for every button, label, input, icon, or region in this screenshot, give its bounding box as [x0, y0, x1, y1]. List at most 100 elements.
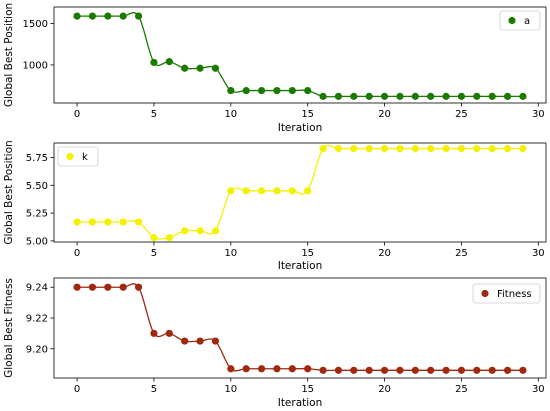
- x-tick-label: 10: [224, 248, 237, 259]
- data-point: [73, 218, 81, 226]
- x-tick-label: 25: [455, 109, 468, 120]
- x-tick-label: 25: [455, 248, 468, 259]
- data-point: [196, 337, 204, 345]
- legend-box: [57, 146, 99, 167]
- x-tick-label: 30: [532, 109, 545, 120]
- data-point: [350, 366, 358, 374]
- x-tick-label: 30: [532, 248, 545, 259]
- y-tick-label: 5.00: [26, 236, 48, 247]
- x-tick-label: 20: [378, 248, 391, 259]
- data-point: [473, 144, 481, 153]
- y-tick-label: 9.20: [26, 344, 48, 355]
- series-line-k: [77, 144, 523, 240]
- data-point: [519, 92, 527, 100]
- x-tick-label: 0: [74, 248, 80, 259]
- data-point: [365, 92, 373, 100]
- data-point: [396, 366, 404, 374]
- x-tick-label: 5: [151, 109, 157, 120]
- data-point: [519, 144, 527, 153]
- chart-panel-1: 0 5 10 15 20 25 30 1000 1500 Iteration Global Best…: [3, 3, 547, 134]
- x-tick-label: 5: [151, 248, 157, 259]
- data-point: [88, 12, 97, 20]
- legend-marker: [66, 152, 74, 161]
- x-tick-label: 20: [378, 109, 391, 120]
- data-point: [288, 86, 296, 95]
- data-point: [165, 58, 173, 66]
- plot-frame: [53, 277, 547, 379]
- legend-marker: [508, 16, 516, 25]
- plot-frame: [53, 142, 547, 243]
- data-point: [380, 366, 389, 374]
- data-point: [211, 337, 220, 345]
- data-point: [196, 227, 204, 235]
- data-point: [88, 283, 97, 291]
- data-point: [411, 92, 419, 100]
- data-point: [488, 144, 496, 153]
- data-point: [457, 92, 466, 100]
- data-point: [503, 144, 512, 153]
- data-point: [288, 365, 296, 373]
- x-tick-label: 15: [301, 248, 314, 259]
- x-tick-label: 15: [301, 109, 314, 120]
- y-tick-label: 9.24: [26, 283, 48, 294]
- data-point: [473, 92, 481, 100]
- x-tick-label: 25: [455, 384, 468, 395]
- data-point: [488, 366, 496, 374]
- y-tick-label: 5.25: [26, 209, 48, 220]
- y-tick-label: 1000: [23, 60, 48, 71]
- data-point: [396, 144, 404, 153]
- data-point: [104, 218, 112, 226]
- data-point: [442, 366, 450, 374]
- data-point: [165, 233, 173, 242]
- data-point: [211, 227, 220, 235]
- data-point: [396, 92, 404, 100]
- y-tick-label: 5.75: [26, 153, 48, 164]
- data-point: [257, 86, 266, 95]
- data-point: [257, 187, 266, 195]
- data-point: [242, 365, 250, 373]
- data-point: [442, 144, 450, 153]
- legend-marker: [481, 289, 489, 298]
- data-point: [350, 144, 358, 153]
- x-tick-label: 15: [301, 384, 314, 395]
- data-point: [488, 92, 496, 100]
- data-point: [304, 187, 312, 195]
- data-point: [319, 92, 327, 100]
- data-point: [427, 92, 435, 100]
- y-axis-label: Global Best Fitness: [3, 278, 15, 378]
- plot-frame: [53, 6, 547, 104]
- data-point: [334, 144, 343, 153]
- legend-label: Fitness: [497, 289, 532, 300]
- data-point: [150, 329, 158, 337]
- legend-box: [472, 283, 541, 304]
- x-tick-label: 10: [224, 109, 237, 120]
- data-point: [134, 218, 143, 226]
- data-point: [73, 12, 81, 20]
- x-tick-label: 30: [532, 384, 545, 395]
- data-point: [457, 366, 466, 374]
- data-point: [227, 86, 235, 95]
- data-point: [88, 218, 97, 226]
- data-point: [104, 283, 112, 291]
- data-point: [442, 92, 450, 100]
- data-point: [365, 366, 373, 374]
- data-point: [288, 187, 296, 195]
- legend: k: [57, 146, 99, 167]
- data-point: [119, 12, 127, 20]
- x-axis-label: Iteration: [278, 260, 323, 272]
- y-axis-label: Global Best Position: [3, 3, 15, 107]
- data-point: [380, 92, 389, 100]
- legend-label: k: [82, 152, 88, 163]
- data-point: [503, 92, 512, 100]
- data-point: [319, 144, 327, 153]
- data-point: [411, 366, 419, 374]
- series-line-a: [77, 12, 523, 98]
- data-point: [304, 365, 312, 373]
- data-point: [503, 366, 512, 374]
- data-point: [457, 144, 466, 153]
- data-point: [165, 329, 173, 337]
- series-line-Fitness: [77, 283, 523, 372]
- y-tick-label: 1500: [23, 19, 48, 30]
- y-axis-label: Global Best Position: [3, 140, 15, 244]
